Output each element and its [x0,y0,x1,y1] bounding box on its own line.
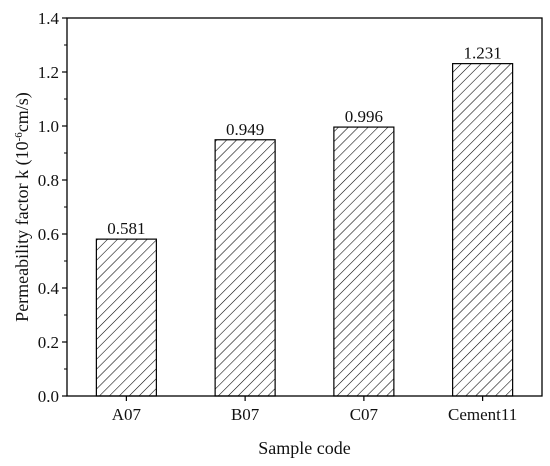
bar-c07 [333,126,395,397]
y-tick-label: 0.2 [38,333,59,352]
bar-a07 [95,238,157,397]
y-axis-title: Permeability factor k (10-6cm/s) [12,92,33,322]
value-label-c07: 0.996 [345,107,383,126]
y-axis-title-exponent: -6 [13,132,25,142]
y-axis-title-main: Permeability factor k (10 [12,141,33,321]
y-tick-label: 0.6 [38,225,59,244]
y-tick-label: 0.0 [38,387,59,406]
y-tick-label: 1.4 [38,9,60,28]
bar-cement11 [452,63,514,397]
y-axis-ticks: 0.0 0.2 0.4 0.6 0.8 1.0 1.2 1.4 [38,9,67,406]
bar-b07 [214,139,276,397]
x-tick-label-b07: B07 [231,405,260,424]
value-labels-group: 0.581 0.949 0.996 1.231 [107,44,502,239]
y-axis-title-unit: cm/s) [12,92,33,132]
y-tick-label: 1.0 [38,117,59,136]
value-label-b07: 0.949 [226,120,264,139]
x-tick-label-cement11: Cement11 [448,405,517,424]
value-label-a07: 0.581 [107,219,145,238]
y-tick-label: 0.4 [38,279,60,298]
y-tick-label: 0.8 [38,171,59,190]
x-tick-label-c07: C07 [350,405,379,424]
x-tick-label-a07: A07 [112,405,142,424]
x-axis-title: Sample code [258,438,350,458]
value-label-cement11: 1.231 [464,44,502,63]
y-tick-label: 1.2 [38,63,59,82]
x-axis-ticks: A07 B07 C07 Cement11 [112,396,517,424]
bars-group [95,63,514,397]
